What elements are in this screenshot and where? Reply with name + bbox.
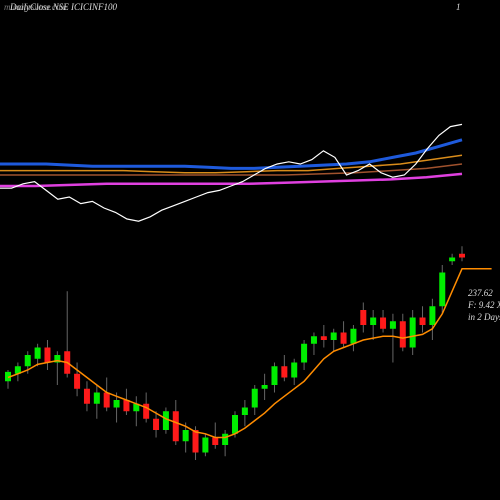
candle-body [14, 366, 21, 374]
candle-body [83, 388, 90, 404]
candle-body [350, 328, 357, 344]
candle-body [429, 306, 436, 325]
candle-body [103, 392, 110, 408]
indicator-line [0, 163, 463, 176]
candle-body [24, 355, 31, 367]
candle-body [153, 418, 160, 430]
candle-body [74, 373, 81, 389]
candle-body [330, 332, 337, 340]
candle-body [34, 347, 41, 359]
candle-body [291, 362, 298, 378]
indicator-line [0, 123, 463, 222]
candle-body [370, 317, 377, 325]
moving-average [7, 268, 492, 439]
candle-body [212, 437, 219, 445]
candle-body [340, 332, 347, 344]
candle-body [162, 411, 169, 430]
candle-body [192, 430, 199, 453]
candle-body [301, 343, 308, 363]
candle-body [113, 400, 120, 408]
indicator-line [0, 172, 463, 188]
indicator-line [0, 154, 463, 174]
candle-body [251, 388, 258, 408]
candle-body [360, 310, 367, 325]
candle-body [222, 433, 229, 445]
candle-body [202, 437, 209, 453]
candle-body [44, 347, 51, 363]
candle-body [271, 366, 278, 385]
forecast-label: F: 9.42 X [467, 300, 500, 310]
candle-body [93, 392, 100, 404]
candle-body [143, 403, 150, 419]
candle-body [133, 403, 140, 412]
candle-body [54, 355, 61, 363]
chart-title: DailyClose NSE ICICINF100 [9, 2, 117, 12]
candle-body [241, 407, 248, 415]
candle-body [459, 253, 465, 258]
candle-body [172, 411, 179, 442]
candle-body [123, 400, 130, 412]
candle-body [261, 385, 268, 389]
candle-body [281, 366, 288, 378]
candle-body [380, 317, 387, 329]
watermark: munafasutra.com [4, 2, 67, 12]
candle-body [182, 430, 189, 442]
period-label: in 2 Days [468, 312, 500, 322]
candle-body [419, 317, 426, 325]
candle-body [409, 317, 416, 348]
candle-body [310, 336, 317, 344]
candle-body [439, 272, 446, 307]
candle-body [389, 321, 396, 329]
candle-body [399, 321, 406, 348]
corner-label: 1 [456, 2, 461, 12]
indicator-line [0, 138, 463, 170]
candle-body [5, 371, 11, 382]
price-label: 237.62 [468, 288, 493, 298]
candle-body [232, 415, 238, 434]
candle-body [320, 336, 327, 340]
candle-body [449, 257, 456, 262]
